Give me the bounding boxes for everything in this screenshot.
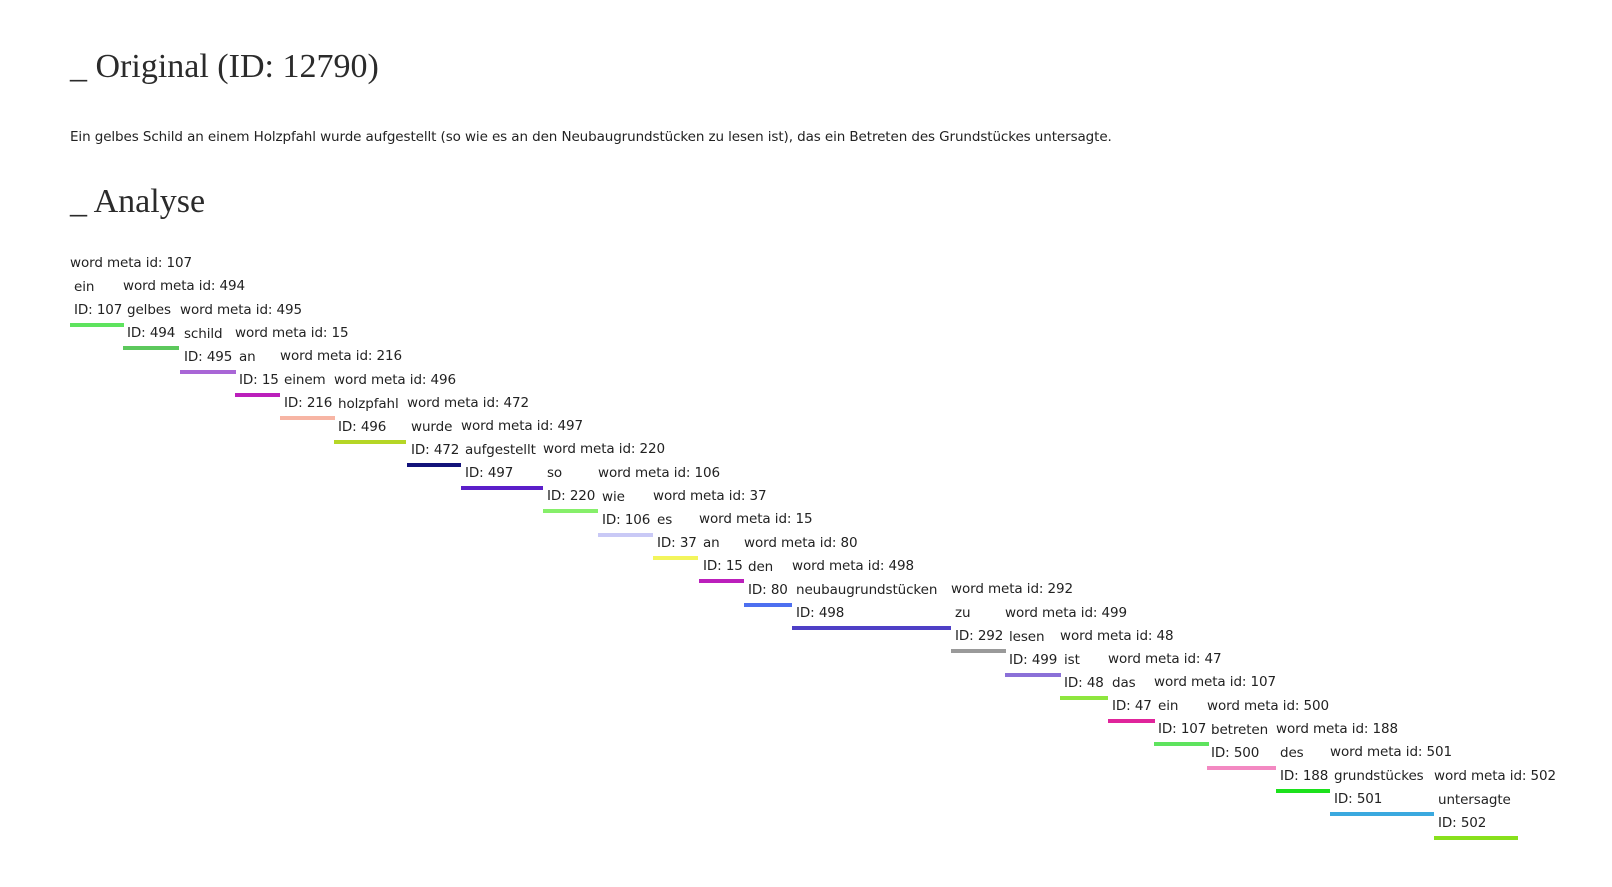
token-id: ID: 472 (411, 441, 460, 458)
token-color-bar (1276, 789, 1330, 793)
token-color-bar (235, 392, 280, 397)
token-id: ID: 107 (74, 302, 123, 318)
token-id: ID: 48 (1064, 674, 1104, 691)
token-id: ID: 80 (748, 581, 788, 598)
token-word: gelbes (127, 302, 171, 319)
token-word: betreten (1211, 721, 1269, 738)
token-meta-id: word meta id: 472 (407, 394, 530, 411)
token-id: ID: 15 (239, 371, 279, 388)
token-color-bar (461, 486, 543, 491)
token-color-bar (334, 439, 406, 444)
token-word: das (1112, 675, 1136, 692)
token-id: ID: 15 (703, 558, 743, 575)
token-color-bar (1108, 719, 1155, 724)
token-meta-id: word meta id: 501 (1330, 744, 1453, 761)
token-color-bar (1060, 695, 1108, 700)
token-id: ID: 107 (1158, 721, 1207, 738)
token-color-bar (180, 369, 236, 374)
token-meta-id: word meta id: 502 (1434, 767, 1557, 784)
token-meta-id: word meta id: 80 (744, 534, 858, 551)
token-word: lesen (1009, 628, 1045, 645)
token-color-bar (1434, 835, 1518, 840)
token-id: ID: 37 (657, 535, 697, 551)
token-id: ID: 498 (796, 604, 845, 621)
token-word: neubaugrundstücken (796, 581, 938, 598)
token-color-bar (407, 462, 461, 467)
token-word: ist (1064, 651, 1080, 668)
token-word: untersagte (1438, 791, 1511, 808)
token-meta-id: word meta id: 107 (70, 255, 193, 271)
token-id: ID: 47 (1112, 698, 1152, 715)
token-meta-id: word meta id: 106 (598, 464, 721, 481)
token-color-bar (792, 625, 951, 630)
token-word: wie (602, 488, 625, 505)
token-word: ein (1158, 698, 1179, 715)
token-meta-id: word meta id: 216 (280, 348, 403, 365)
token-meta-id: word meta id: 494 (123, 278, 246, 295)
token-meta-id: word meta id: 499 (1005, 604, 1128, 621)
token-word: wurde (411, 418, 453, 435)
token-color-bar (744, 602, 792, 607)
token-word: holzpfahl (338, 395, 399, 412)
token-id: ID: 292 (955, 628, 1004, 645)
token-color-bar (70, 323, 124, 327)
token-id: ID: 499 (1009, 651, 1058, 668)
original-heading: _ Original (ID: 12790) (70, 48, 379, 85)
token-word: den (748, 558, 774, 575)
token-color-bar (1330, 812, 1434, 817)
token-word: es (657, 512, 673, 528)
token-id: ID: 501 (1334, 791, 1383, 808)
token-meta-id: word meta id: 107 (1154, 674, 1277, 691)
token-meta-id: word meta id: 500 (1207, 697, 1330, 714)
token-color-bar (123, 346, 179, 351)
token-id: ID: 220 (547, 488, 596, 505)
token-meta-id: word meta id: 47 (1108, 651, 1222, 668)
token-word: einem (284, 372, 326, 389)
token-meta-id: word meta id: 15 (235, 324, 349, 341)
token-word: zu (955, 605, 971, 622)
token-id: ID: 495 (184, 348, 233, 365)
token-color-bar (653, 556, 698, 560)
token-meta-id: word meta id: 188 (1276, 721, 1399, 737)
token-color-bar (1207, 765, 1276, 770)
token-id: ID: 500 (1211, 744, 1260, 761)
token-meta-id: word meta id: 495 (180, 301, 303, 318)
token-word: aufgestellt (465, 442, 536, 459)
token-meta-id: word meta id: 37 (653, 488, 767, 504)
token-color-bar (1154, 742, 1209, 747)
token-id: ID: 216 (284, 395, 333, 412)
token-meta-id: word meta id: 220 (543, 441, 666, 458)
token-id: ID: 106 (602, 511, 651, 528)
token-meta-id: word meta id: 497 (461, 418, 584, 435)
token-word: des (1280, 745, 1304, 761)
token-meta-id: word meta id: 15 (699, 511, 813, 528)
token-meta-id: word meta id: 292 (951, 581, 1074, 598)
token-word: an (703, 535, 720, 552)
analysis-heading: _ Analyse (70, 183, 206, 220)
token-meta-id: word meta id: 498 (792, 557, 915, 574)
token-id: ID: 188 (1280, 768, 1329, 784)
token-color-bar (543, 509, 598, 514)
token-id: ID: 502 (1438, 814, 1487, 831)
token-word: schild (184, 325, 223, 342)
token-meta-id: word meta id: 496 (334, 371, 457, 388)
token-color-bar (598, 532, 653, 537)
token-id: ID: 494 (127, 325, 176, 342)
token-color-bar (951, 649, 1006, 654)
token-meta-id: word meta id: 48 (1060, 627, 1174, 644)
token-word: an (239, 348, 256, 365)
token-id: ID: 497 (465, 465, 514, 482)
token-word: grundstückes (1334, 768, 1424, 785)
token-color-bar (280, 416, 335, 421)
original-sentence: Ein gelbes Schild an einem Holzpfahl wur… (70, 129, 1112, 145)
token-color-bar (699, 579, 744, 584)
token-word: so (547, 465, 563, 482)
token-id: ID: 496 (338, 418, 387, 435)
token-color-bar (1005, 672, 1061, 677)
token-word: ein (74, 279, 95, 295)
